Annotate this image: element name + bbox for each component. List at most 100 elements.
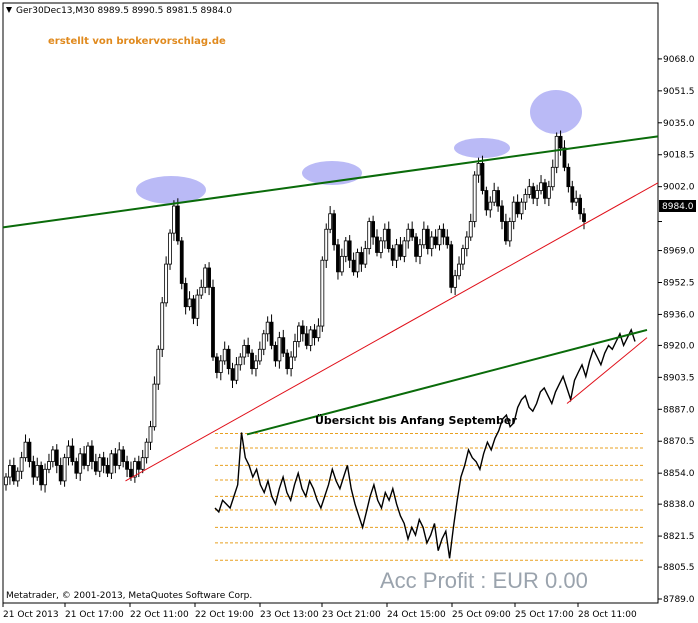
candle-body — [234, 364, 239, 381]
candle-body — [214, 356, 219, 373]
candle-body — [566, 166, 571, 188]
candle-body — [339, 255, 344, 273]
candle-body — [121, 449, 126, 462]
candle-body — [570, 186, 575, 203]
candle-body — [519, 201, 524, 215]
current-price-label: 8984.0 — [662, 202, 694, 212]
candle-body — [523, 194, 528, 203]
current-price-marker — [659, 200, 696, 212]
candle-body — [109, 453, 114, 474]
candle-body — [320, 259, 325, 327]
y-tick-label: 9051.5 — [663, 87, 695, 97]
y-tick-label: 8887.0 — [663, 405, 695, 415]
candle-body — [316, 325, 321, 339]
candle-body — [382, 228, 387, 242]
candle-body — [70, 445, 75, 462]
candle-body — [300, 325, 305, 335]
candle-body — [343, 240, 348, 257]
candle-body — [433, 236, 438, 246]
candle-body — [43, 468, 47, 486]
y-tick-label: 8805.5 — [663, 563, 695, 573]
y-tick-label: 8936.0 — [663, 310, 695, 320]
candle-body — [402, 240, 407, 257]
x-tick-label: 23 Oct 21:00 — [322, 610, 381, 620]
candle-body — [82, 453, 87, 466]
candle-body — [449, 244, 454, 288]
candle-body — [386, 228, 391, 250]
x-tick-label: 23 Oct 13:00 — [260, 610, 319, 620]
candle-body — [543, 182, 547, 199]
candle-body — [101, 457, 106, 466]
candle-body — [4, 476, 8, 486]
inset-trendline-red — [566, 337, 648, 404]
y-tick-label: 8838.0 — [663, 500, 695, 510]
candle-body — [406, 228, 411, 242]
candle-body — [8, 465, 12, 478]
candle-body — [140, 457, 145, 470]
candle-body — [429, 236, 434, 250]
candle-body — [11, 465, 16, 482]
candle-body — [265, 321, 270, 335]
candle-body — [328, 213, 333, 230]
candle-body — [74, 461, 79, 474]
candle-body — [226, 348, 231, 370]
y-tick-label: 8854.0 — [663, 469, 695, 479]
candle-body — [503, 221, 508, 242]
candle-body — [195, 294, 200, 319]
candle-body — [535, 190, 540, 199]
touch-ellipse — [530, 90, 582, 134]
candle-body — [222, 348, 227, 362]
candle-body — [27, 441, 32, 462]
touch-ellipse — [136, 176, 206, 204]
candle-body — [464, 236, 469, 250]
candle-body — [191, 298, 196, 319]
candle-body — [172, 205, 176, 234]
candle-body — [129, 468, 133, 478]
touch-ellipse — [454, 138, 510, 158]
candle-body — [246, 345, 251, 354]
x-tick-label: 25 Oct 17:00 — [515, 610, 574, 620]
candle-body — [457, 263, 461, 277]
candle-body — [15, 470, 20, 482]
candle-body — [273, 345, 278, 362]
x-tick-label: 22 Oct 19:00 — [195, 610, 254, 620]
candle-body — [394, 244, 399, 261]
y-tick-label: 8789.0 — [663, 595, 695, 605]
candle-body — [132, 461, 137, 478]
candle-body — [277, 337, 282, 362]
candle-body — [351, 259, 356, 273]
x-tick-label: 28 Oct 11:00 — [578, 610, 637, 620]
y-tick-label: 9002.0 — [663, 183, 695, 193]
candle-body — [418, 244, 422, 257]
candle-body — [289, 356, 293, 370]
watermark-text: erstellt von brokervorschlag.de — [48, 36, 226, 47]
symbol-header: Ger30Dec13,M30 8989.5 8990.5 8981.5 8984… — [16, 6, 232, 16]
candle-body — [54, 449, 59, 466]
candle-body — [136, 461, 141, 470]
candle-body — [308, 329, 313, 346]
candle-body — [199, 286, 204, 296]
candle-body — [179, 240, 184, 284]
candle-body — [312, 329, 317, 339]
candle-body — [281, 337, 286, 354]
y-tick-label: 8870.5 — [663, 437, 695, 447]
candle-body — [230, 368, 235, 381]
candle-body — [160, 302, 165, 350]
x-tick-label: 25 Oct 09:00 — [452, 610, 511, 620]
candle-body — [367, 221, 372, 250]
inset-trendline-green — [246, 328, 648, 436]
copyright-text: Metatrader, © 2001-2013, MetaQuotes Soft… — [6, 591, 252, 601]
candle-body — [254, 360, 258, 370]
dropdown-arrow-icon[interactable] — [6, 7, 12, 13]
candle-body — [546, 186, 551, 199]
candle-body — [511, 201, 516, 222]
trendline-green — [2, 135, 659, 229]
candle-body — [39, 465, 44, 486]
candle-body — [480, 163, 485, 191]
candle-body — [425, 228, 430, 250]
candle-body — [156, 348, 161, 385]
plot-frame — [2, 2, 659, 604]
candle-body — [168, 232, 172, 265]
